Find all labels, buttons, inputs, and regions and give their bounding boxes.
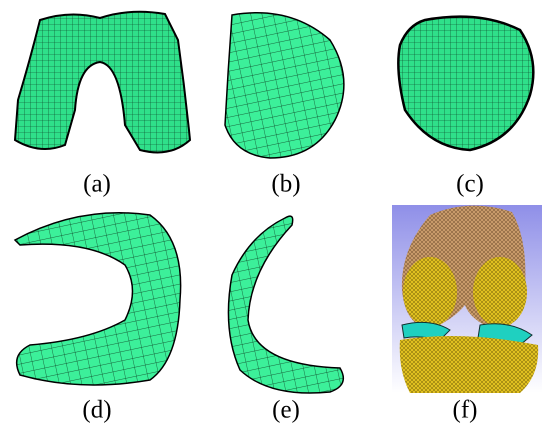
condyle-l xyxy=(403,257,457,327)
figure: (a) (b) (c) (d) (e) (f) xyxy=(0,0,542,433)
label-b: (b) xyxy=(271,171,300,198)
mesh-d xyxy=(15,213,181,385)
label-f: (f) xyxy=(453,397,478,424)
tibia xyxy=(400,336,538,393)
mesh-b xyxy=(225,13,344,158)
mesh-c xyxy=(398,17,533,150)
condyle-r xyxy=(473,257,527,327)
label-c: (c) xyxy=(456,171,484,198)
label-d: (d) xyxy=(82,397,111,424)
label-a: (a) xyxy=(83,171,111,198)
label-e: (e) xyxy=(272,397,300,424)
mesh-a xyxy=(15,12,190,153)
mesh-e xyxy=(228,216,343,393)
